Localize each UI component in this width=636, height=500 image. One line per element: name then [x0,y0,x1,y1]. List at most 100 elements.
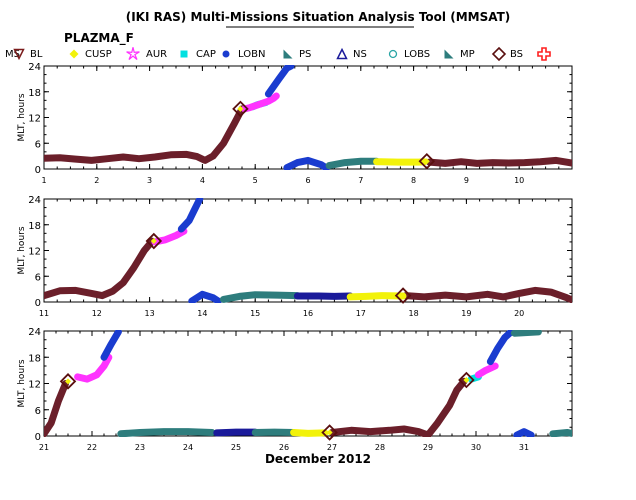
legend-item: LOBN [222,49,265,60]
series-ms-line [44,105,246,164]
y-tick-label: 0 [35,165,41,176]
legend-marker-icon [283,49,293,59]
x-tick-label: 22 [87,443,97,452]
legend-label: AUR [146,49,167,60]
y-axis-label: MLT, hours [17,359,27,407]
y-tick-label: 24 [28,195,41,206]
legend-item: NS [336,47,367,60]
x-tick-label: 8 [411,176,416,185]
y-tick-label: 18 [28,88,41,99]
bow-shock-marker-core [150,238,157,245]
series-ps-line [220,291,301,303]
series-ms-line [425,156,572,167]
x-tick-label: 28 [375,443,385,452]
series-aur-line [474,362,499,379]
y-tick-label: 18 [28,353,41,364]
plot-frame [43,330,573,437]
x-tick-label: 31 [519,443,529,452]
series-lobn-line [283,156,330,170]
x-tick-label: 25 [231,443,241,452]
x-tick-label: 10 [514,176,524,185]
series-aur-line [241,92,280,113]
legend-item [537,47,551,61]
x-tick-label: 19 [461,309,471,318]
series-aur-line [74,353,113,383]
legend-label: NS [353,49,367,60]
y-tick-label: 6 [35,272,41,283]
legend-label: PS [299,49,311,60]
y-tick-label: 18 [28,221,41,232]
x-tick-label: 9 [464,176,469,185]
bow-shock-marker-core [65,378,71,385]
y-axis-label: MLT, hours [17,93,27,141]
legend-marker-icon [444,49,454,59]
series-lobn-line [177,198,204,233]
bow-shock-marker [321,424,338,441]
x-tick-label: 6 [305,176,310,185]
series-ms-line [328,377,468,437]
legend-label: LOBN [238,49,265,60]
series-lobn-line [264,65,295,98]
y-tick-label: 12 [28,247,41,258]
y-tick-label: 24 [28,327,41,338]
x-tick-label: 17 [356,309,366,318]
x-tick-label: 13 [145,309,155,318]
bow-shock-marker-core [237,105,244,112]
legend-marker-icon [126,47,140,60]
y-tick-label: 6 [35,139,41,150]
bow-shock-marker [145,232,163,250]
bow-shock-marker [418,153,436,170]
legend-item: PS [283,49,311,60]
series-ns-line [213,428,259,437]
legend-marker-icon [491,46,507,62]
x-tick-label: 2 [94,176,99,185]
series-lobn-line [188,290,222,303]
x-tick-label: 4 [200,176,205,185]
series-ms-line [402,286,572,303]
legend: MS BL CUSP AUR CAP LOBN PS NS LOBS MP BS [5,46,551,62]
legend-label: CAP [196,49,216,60]
x-tick-label: 16 [303,309,313,318]
x-tick-label: 3 [147,176,152,185]
legend-item: LOBS [388,49,430,60]
y-axis-label: MLT, hours [17,226,27,274]
y-tick-label: 6 [35,406,41,417]
legend-item: MP [444,49,475,60]
bow-shock-marker [59,373,77,390]
series-ps-line [510,330,542,337]
series-lobn-line [100,330,122,361]
y-tick-label: 24 [28,62,41,73]
x-tick-label: 21 [39,443,49,452]
x-tick-label: 29 [423,443,433,452]
x-tick-label: 23 [135,443,145,452]
x-tick-label: 15 [250,309,260,318]
bow-shock-marker-core [423,158,430,165]
legend-label: BL [30,49,43,60]
data-layer [44,330,572,437]
legend-ms-label: MS [5,49,20,60]
legend-item: CUSP [69,49,112,60]
x-axis-label: December 2012 [265,452,371,466]
y-tick-label: 0 [35,432,41,443]
bow-shock-marker [458,371,475,389]
legend-marker-icon [537,47,551,61]
chart-panel: MLT, hours 0 6 12 18 24 11 12 13 14 15 16 17 18 19 20 [17,195,573,318]
x-tick-label: 7 [358,176,363,185]
legend-marker-icon [13,48,25,61]
x-tick-label: 20 [514,309,524,318]
legend-label: LOBS [404,49,430,60]
legend-label: MP [460,49,475,60]
bow-shock-marker [232,100,249,118]
x-tick-label: 30 [471,443,481,452]
series-cusp-line [346,292,407,301]
series-ps-line [549,429,572,437]
legend-marker-icon [222,50,230,58]
x-tick-label: 11 [39,309,49,318]
x-tick-label: 24 [183,443,193,452]
legend-marker-icon [388,49,398,59]
data-layer [44,65,572,170]
series-ps-line [117,428,216,437]
legend-item: CAP [180,49,216,60]
